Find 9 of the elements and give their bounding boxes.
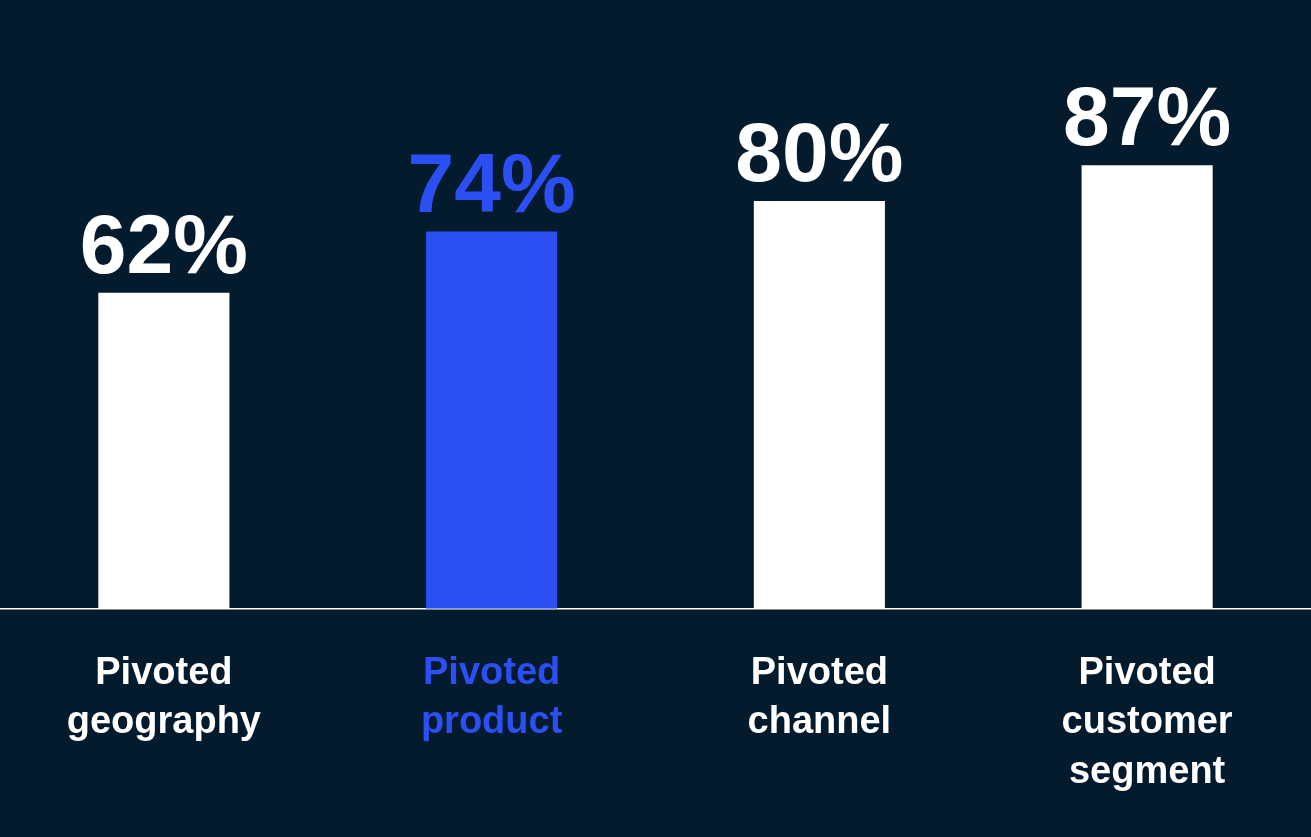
x-tick-label: Pivoted geography: [66, 649, 261, 742]
data-label: 80%: [735, 104, 904, 199]
bar: [426, 231, 558, 609]
x-tick-label: Pivoted customer segment: [1061, 649, 1233, 791]
x-tick-label: Pivoted channel: [747, 649, 892, 742]
data-label: 62%: [79, 196, 248, 291]
data-label: 87%: [1063, 69, 1232, 164]
x-tick-label: Pivoted product: [420, 649, 563, 742]
data-label: 74%: [407, 135, 576, 230]
